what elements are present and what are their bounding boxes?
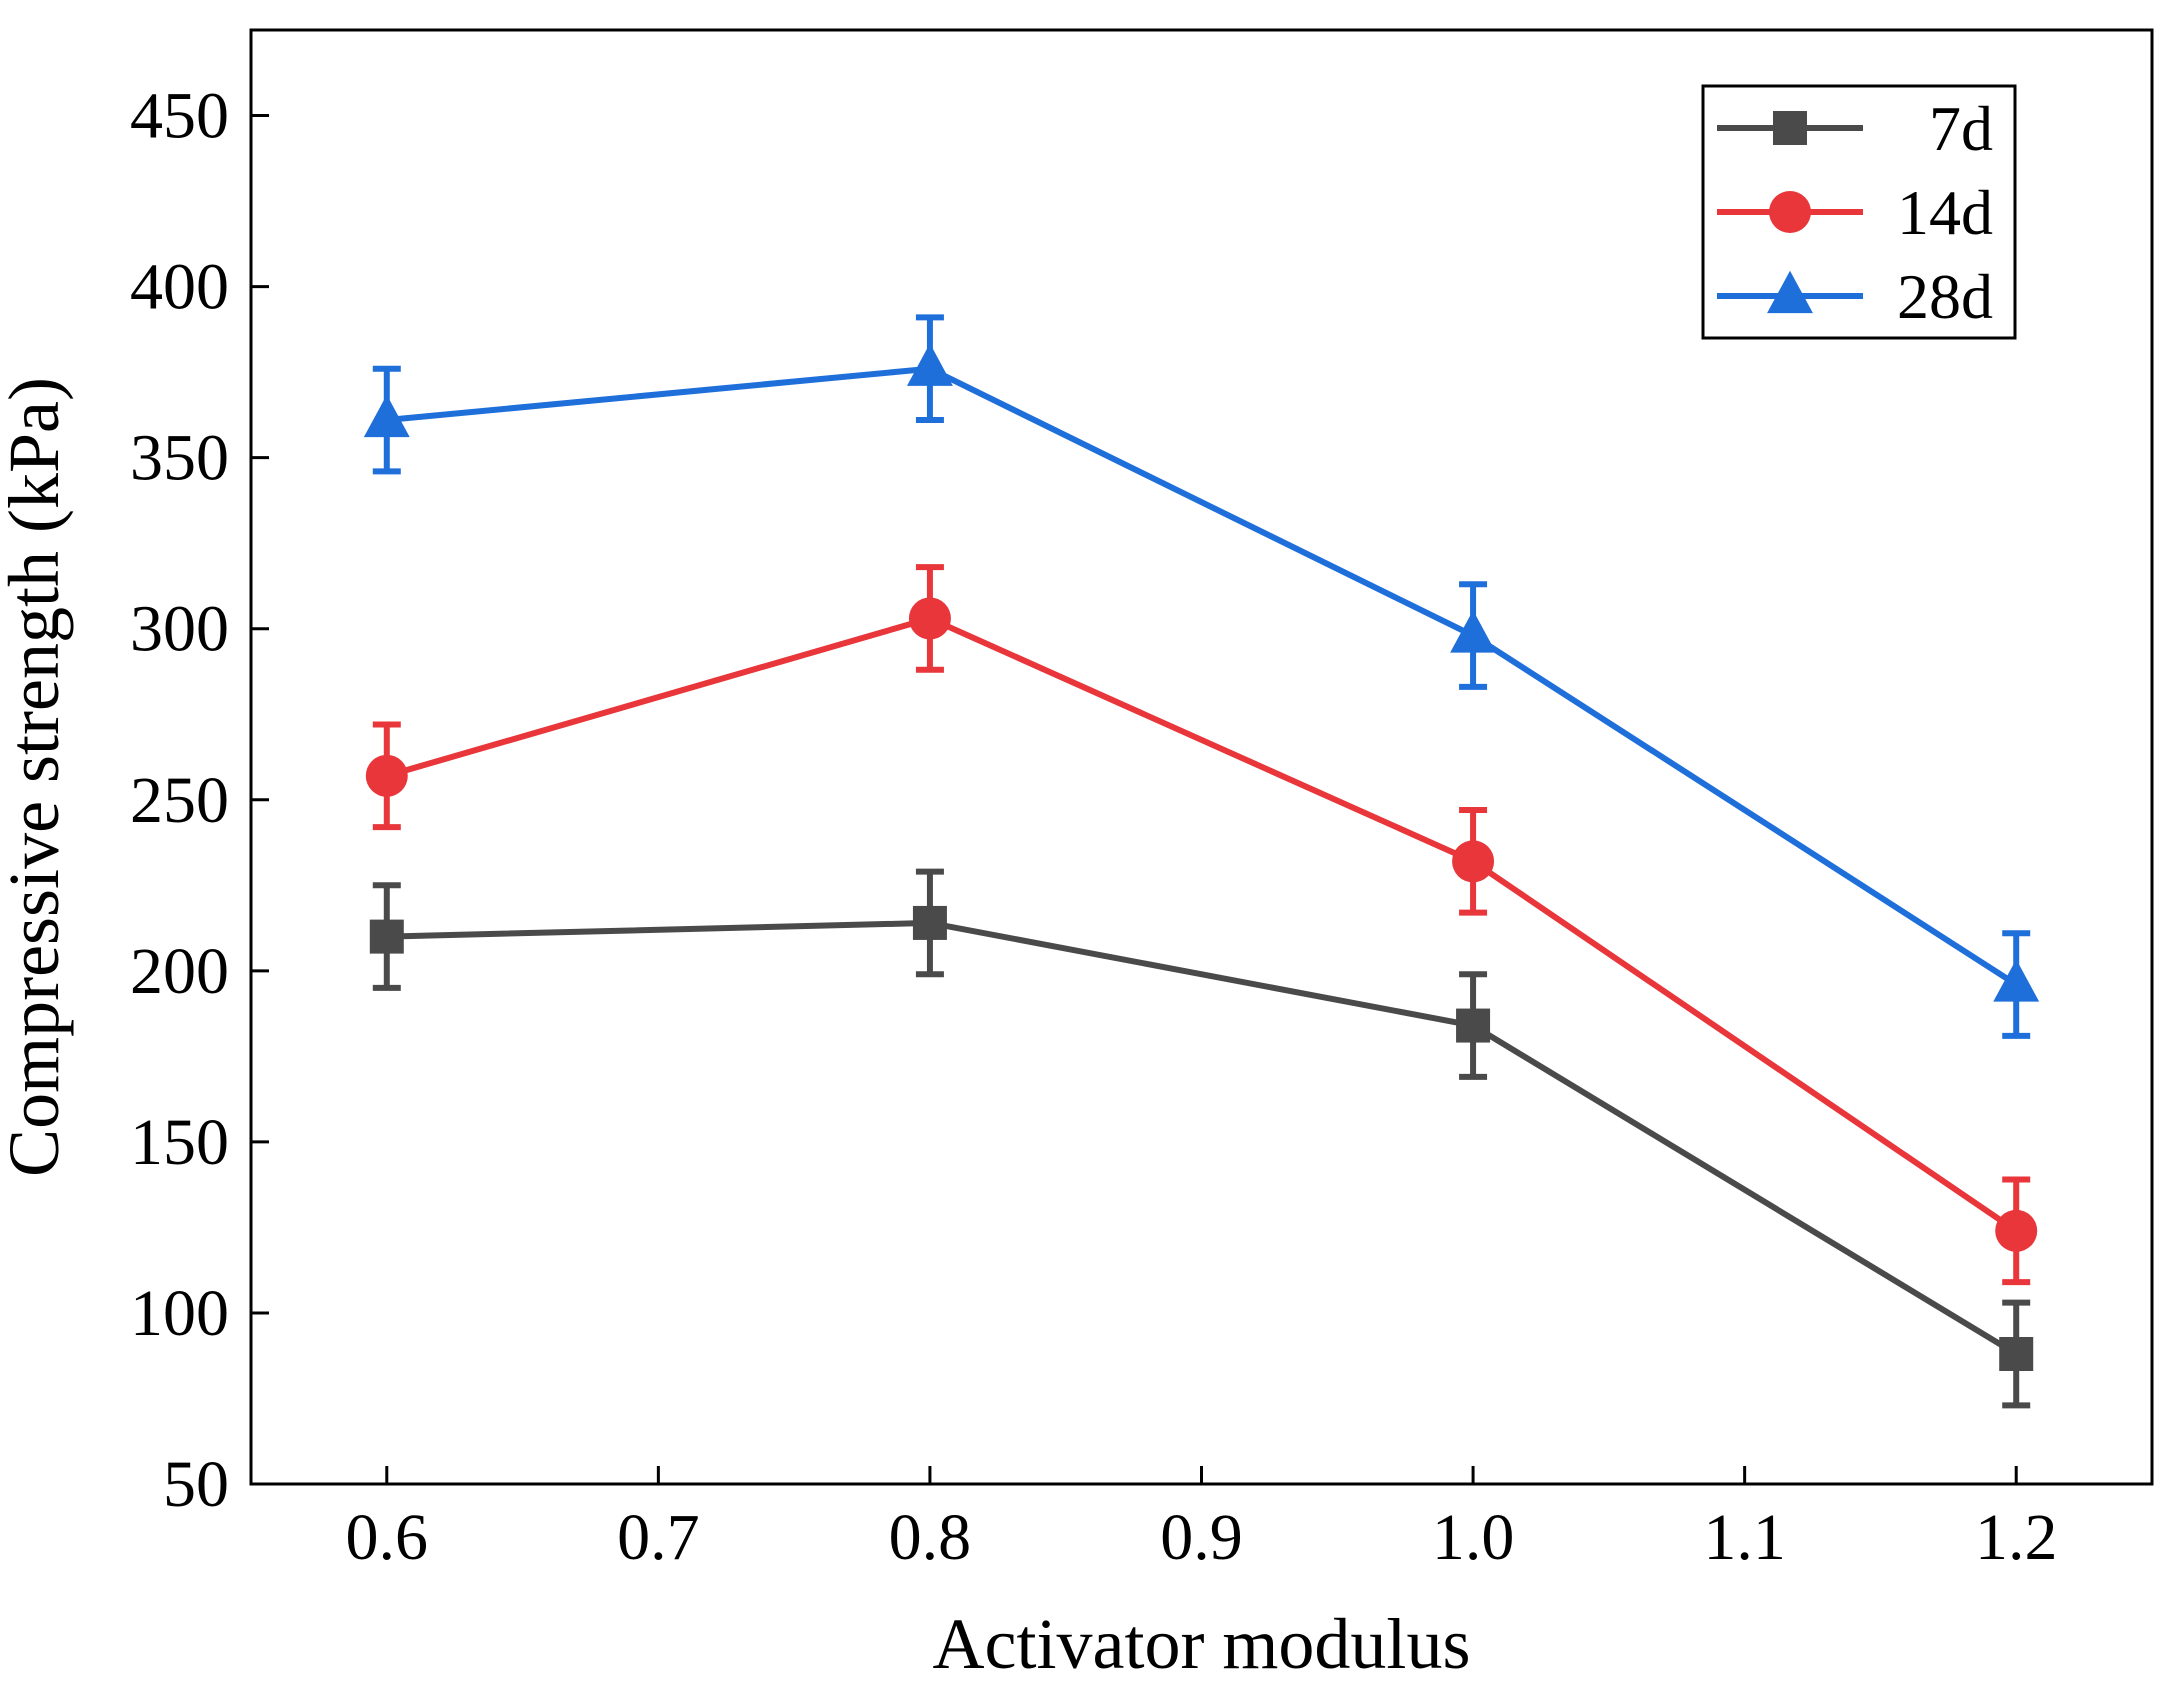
legend-label: 14d <box>1897 177 1993 248</box>
data-point-28d <box>1450 610 1497 653</box>
axes-layer: 0.6 0.7 0.8 0.9 1.0 1.1 1.2 50 100 150 200 250 300 35… <box>130 28 2154 1574</box>
data-point-28d <box>363 394 410 438</box>
y-tick-label: 200 <box>130 935 229 1008</box>
data-point-7d <box>1999 1336 2034 1371</box>
data-point-7d <box>912 905 947 940</box>
legend-marker-28d <box>1767 270 1813 314</box>
legend-marker-7d <box>1773 111 1807 145</box>
y-tick-label: 300 <box>130 593 229 666</box>
series-28d <box>363 314 2040 1039</box>
series-line-28d <box>386 365 2018 988</box>
legend: 7d 14d 28d <box>1701 84 2017 340</box>
legend-item-14d: 14d <box>1717 177 1993 248</box>
legend-marker-14d <box>1769 191 1811 233</box>
x-tick-label: 0.6 <box>346 1501 429 1574</box>
data-point-14d <box>1995 1209 2038 1252</box>
x-tick-label: 1.1 <box>1703 1501 1786 1574</box>
data-point-28d <box>906 343 953 386</box>
y-tick-label: 100 <box>130 1277 229 1350</box>
plot-layer <box>363 314 2040 1409</box>
data-point-14d <box>1452 840 1495 883</box>
series-7d <box>369 868 2034 1409</box>
x-tick-label: 1.0 <box>1432 1501 1515 1574</box>
series-line-14d <box>385 615 2018 1234</box>
series-14d <box>365 564 2038 1286</box>
legend-label: 28d <box>1897 261 1993 332</box>
y-tick-label: 150 <box>130 1106 229 1179</box>
y-tick-label: 350 <box>130 422 229 495</box>
data-point-14d <box>365 754 408 797</box>
data-point-28d <box>1993 959 2040 1002</box>
y-tick-label: 400 <box>130 251 229 324</box>
x-tick-label: 0.8 <box>889 1501 972 1574</box>
x-tick-label: 0.7 <box>617 1501 700 1574</box>
y-tick-label: 50 <box>163 1448 229 1521</box>
legend-item-7d: 7d <box>1717 93 1993 164</box>
series-line-7d <box>386 919 2018 1357</box>
x-axis-title: Activator modulus <box>933 1604 1471 1684</box>
x-tick-label: 1.2 <box>1975 1501 2058 1574</box>
data-point-7d <box>1456 1008 1491 1043</box>
x-tick-label: 0.9 <box>1160 1501 1243 1574</box>
y-tick-label: 450 <box>130 80 229 153</box>
y-tick-label: 250 <box>130 764 229 837</box>
data-point-14d <box>908 597 951 640</box>
legend-item-28d: 28d <box>1717 261 1993 332</box>
legend-label: 7d <box>1929 93 1993 164</box>
y-axis-title: Compressive strength (kPa) <box>0 377 74 1177</box>
data-point-7d <box>369 919 404 954</box>
